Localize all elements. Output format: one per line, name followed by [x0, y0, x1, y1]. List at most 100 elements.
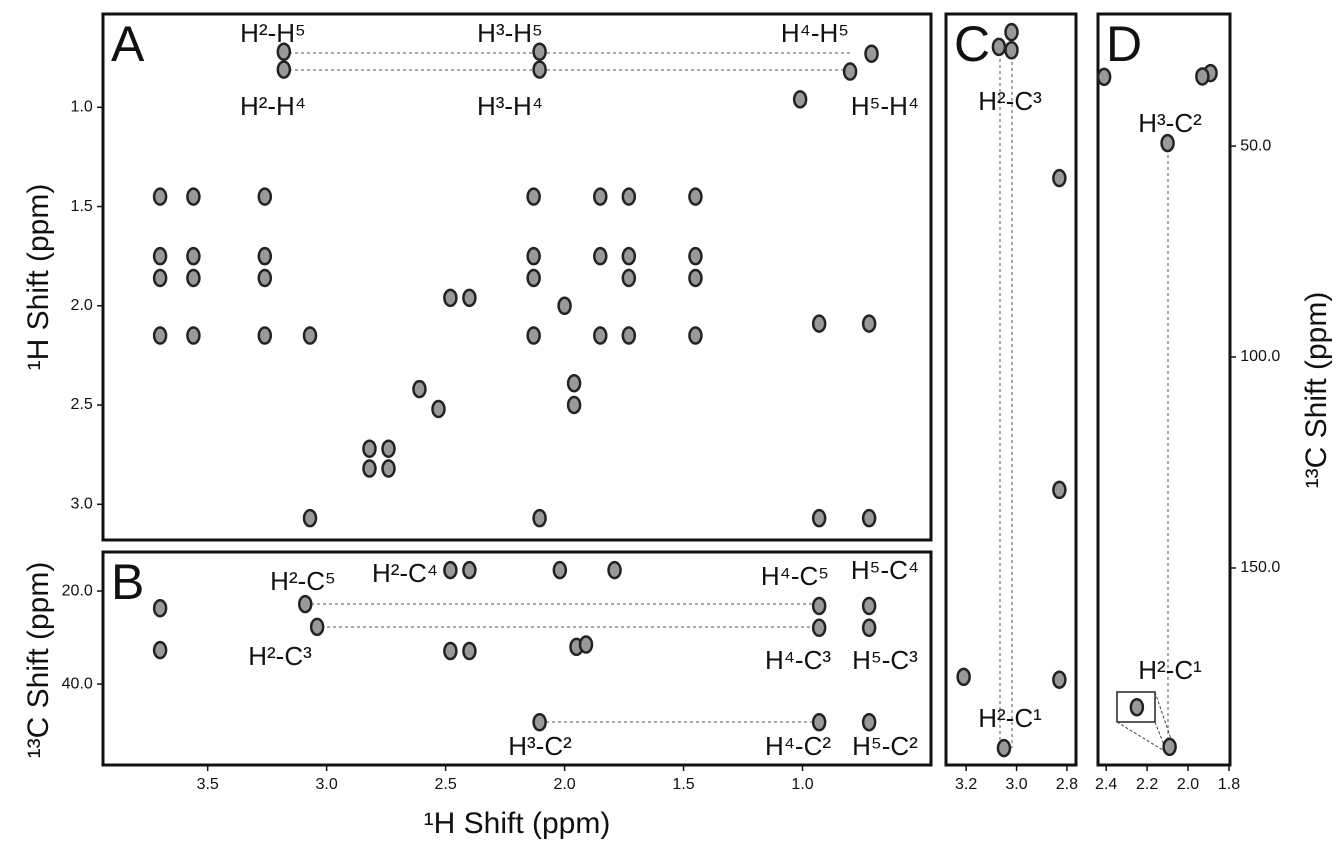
- panel-letter: A: [111, 16, 145, 72]
- peak: [991, 37, 1007, 57]
- y-tick-label: 40.0: [62, 675, 93, 692]
- peak: [593, 246, 608, 266]
- peak: [1052, 480, 1067, 500]
- y-axis-title: ¹³C Shift (ppm): [1300, 292, 1333, 489]
- peak: [621, 187, 637, 206]
- annotation: H³-H⁵: [477, 18, 543, 48]
- peak: [526, 246, 541, 266]
- y-axis-title: ¹H Shift (ppm): [22, 184, 55, 371]
- annotation: H²-C⁴: [372, 558, 438, 588]
- peak: [526, 268, 541, 288]
- peak: [1052, 670, 1067, 690]
- y-tick-label: 2.5: [71, 396, 93, 413]
- peak: [861, 508, 877, 528]
- peak: [861, 596, 877, 616]
- peak: [186, 187, 201, 206]
- peak: [152, 326, 168, 345]
- annotation: H²-C¹: [1138, 655, 1202, 685]
- annotation: H⁴-C⁵: [761, 561, 829, 591]
- inset-line: [1116, 721, 1167, 753]
- peak: [186, 268, 201, 288]
- peak: [607, 560, 622, 580]
- peak: [688, 326, 703, 345]
- x-tick-label: 2.8: [1056, 776, 1078, 793]
- annotation: H⁵-C⁴: [851, 555, 919, 585]
- x-tick-label: 1.5: [672, 776, 694, 793]
- y-tick-label: 1.5: [71, 198, 93, 215]
- peak: [526, 326, 541, 345]
- annotation: H³-H⁴: [477, 91, 543, 121]
- peak: [1004, 22, 1019, 42]
- peak: [152, 246, 168, 266]
- peak: [381, 459, 396, 478]
- annotation: H⁴-H⁵: [781, 18, 849, 48]
- annotation: H²-H⁴: [240, 91, 306, 121]
- peak: [302, 508, 318, 528]
- peak: [152, 268, 168, 288]
- y-tick-label: 2.0: [71, 297, 93, 314]
- inset-line: [1154, 691, 1173, 743]
- y-tick-label: 3.0: [71, 495, 93, 512]
- peak: [996, 738, 1012, 758]
- x-tick-label: 2.0: [1177, 776, 1199, 793]
- annotation: H²-H⁵: [240, 18, 306, 48]
- peak: [688, 246, 703, 266]
- peak: [552, 560, 568, 580]
- peak: [593, 326, 608, 345]
- peak: [621, 268, 637, 288]
- peak: [412, 379, 427, 399]
- panel-letter: B: [111, 554, 144, 610]
- peak: [566, 373, 582, 393]
- y-tick-label: 20.0: [62, 582, 93, 599]
- peak: [861, 314, 877, 333]
- peak: [811, 596, 827, 616]
- peak: [257, 326, 273, 345]
- peak: [462, 641, 477, 661]
- peak: [462, 560, 477, 580]
- peak: [186, 326, 201, 345]
- peak: [1052, 168, 1067, 188]
- peak: [557, 296, 572, 316]
- annotation: H⁵-H⁴: [851, 91, 919, 121]
- peak: [257, 246, 273, 266]
- peak: [956, 667, 971, 687]
- peak: [688, 268, 703, 288]
- peak: [302, 326, 318, 345]
- annotation: H⁵-C²: [852, 731, 918, 761]
- peak: [864, 44, 879, 63]
- inset-box: [1116, 691, 1156, 723]
- peak: [842, 62, 858, 81]
- x-tick-label: 3.0: [316, 776, 338, 793]
- peak: [532, 60, 547, 79]
- peak: [462, 288, 477, 308]
- annotation: H⁵-C³: [852, 645, 918, 675]
- panel-letter: D: [1106, 16, 1142, 72]
- peak: [593, 187, 608, 206]
- annotation: H³-C²: [1138, 108, 1202, 138]
- peak: [381, 439, 396, 458]
- y-axis-title: ¹³C Shift (ppm): [22, 562, 55, 759]
- peak: [257, 187, 273, 206]
- peak: [152, 187, 168, 206]
- peak: [276, 60, 292, 79]
- annotation: H²-C¹: [978, 703, 1042, 733]
- peak: [811, 508, 827, 528]
- annotation: H²-C⁵: [270, 566, 336, 596]
- peak: [1004, 41, 1019, 60]
- peak: [443, 641, 458, 661]
- peak: [532, 42, 547, 61]
- x-tick-label: 3.0: [1005, 776, 1027, 793]
- y-tick-label: 50.0: [1240, 137, 1271, 154]
- peak: [578, 635, 594, 654]
- peak: [309, 617, 325, 637]
- peak: [186, 246, 201, 266]
- peak: [532, 508, 547, 528]
- peak: [688, 187, 703, 206]
- x-tick-label: 3.5: [197, 776, 219, 793]
- panel-letter: C: [954, 16, 990, 72]
- peak: [526, 187, 541, 206]
- peak: [152, 640, 168, 660]
- y-tick-label: 1.0: [71, 99, 93, 116]
- peak: [792, 90, 808, 109]
